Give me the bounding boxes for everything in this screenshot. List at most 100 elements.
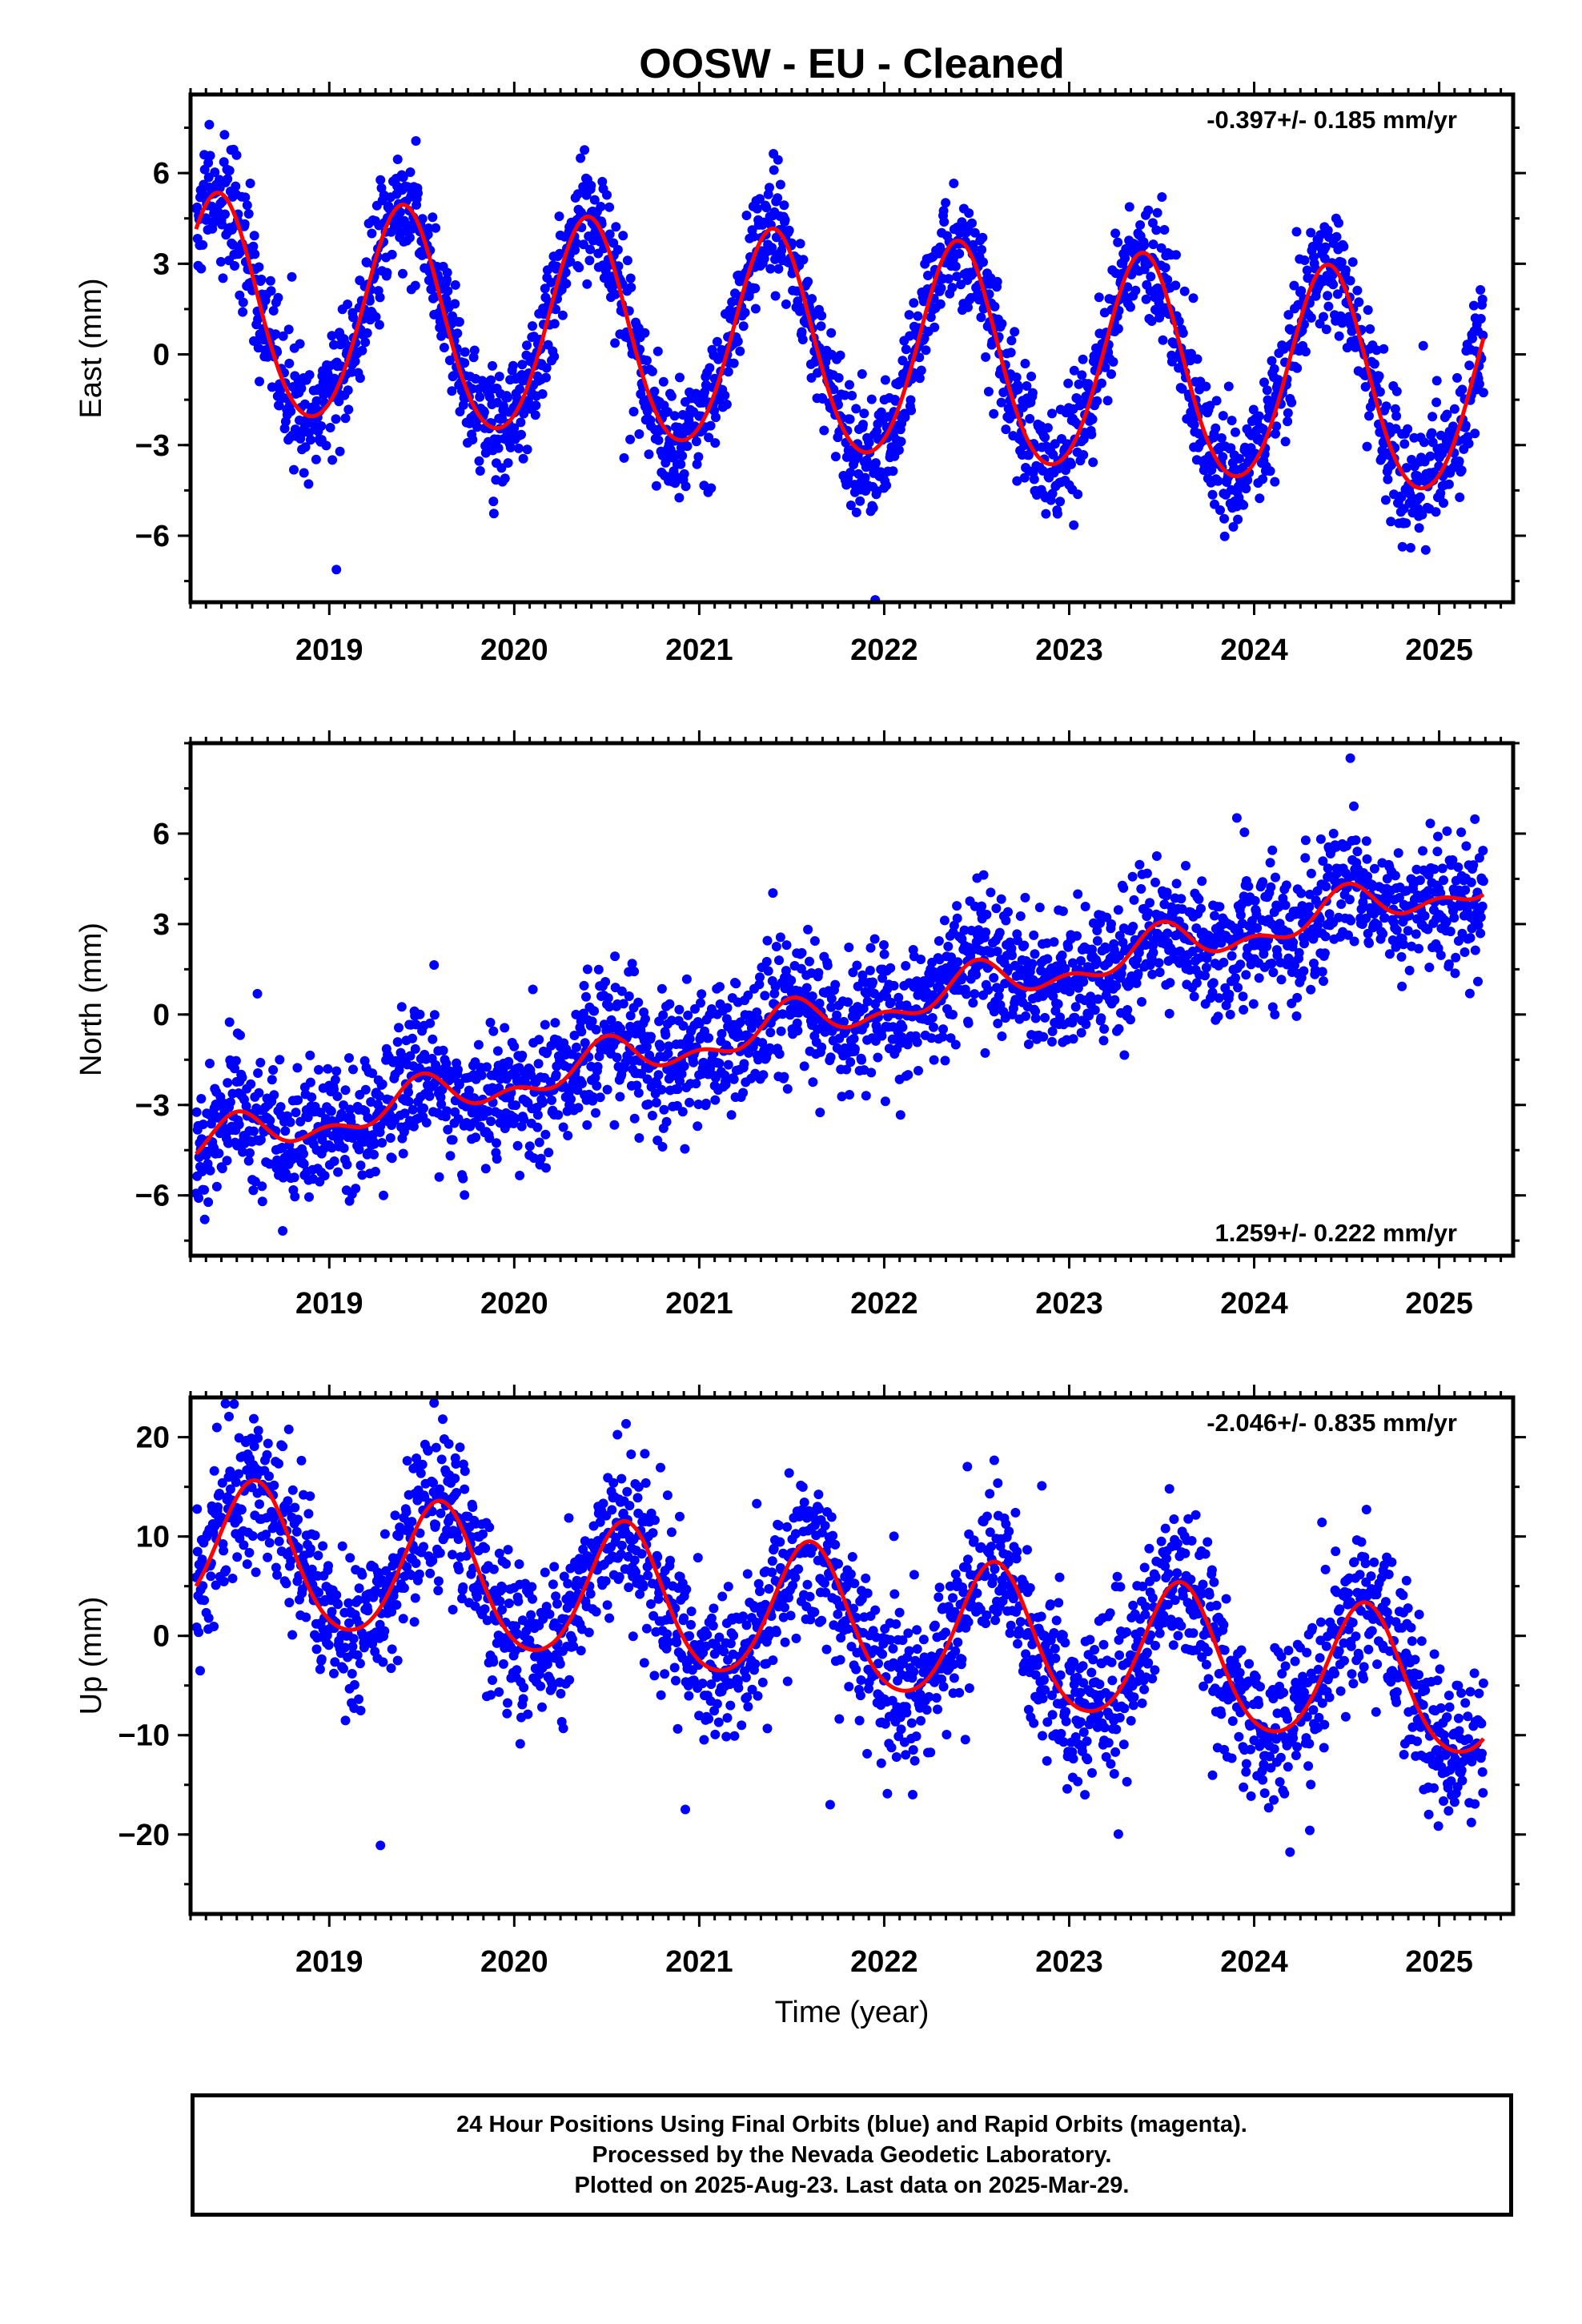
data-point bbox=[1205, 400, 1215, 411]
data-point bbox=[517, 1051, 528, 1060]
data-point bbox=[626, 282, 636, 292]
data-point bbox=[897, 1022, 908, 1032]
data-point bbox=[1047, 489, 1058, 499]
data-point bbox=[305, 1050, 315, 1060]
data-point bbox=[1352, 285, 1363, 296]
data-point bbox=[475, 466, 485, 476]
data-point bbox=[557, 310, 568, 320]
data-point bbox=[1006, 943, 1017, 954]
data-point bbox=[339, 1143, 349, 1153]
data-point bbox=[1315, 914, 1325, 924]
data-point bbox=[1066, 459, 1076, 469]
data-point bbox=[275, 1055, 285, 1065]
data-point bbox=[1259, 949, 1269, 959]
data-point bbox=[916, 955, 926, 964]
data-point bbox=[1057, 950, 1067, 960]
data-point bbox=[1092, 926, 1102, 935]
data-point bbox=[921, 345, 931, 356]
data-point bbox=[649, 386, 660, 396]
data-point bbox=[299, 1159, 309, 1169]
data-point bbox=[1227, 416, 1237, 426]
data-point bbox=[1029, 474, 1039, 485]
data-point bbox=[816, 321, 826, 332]
data-point bbox=[1321, 324, 1331, 335]
data-point bbox=[1143, 907, 1154, 918]
data-point bbox=[851, 507, 861, 517]
data-point bbox=[291, 1108, 301, 1118]
data-point bbox=[475, 392, 485, 402]
data-point bbox=[488, 509, 499, 519]
data-point bbox=[515, 1170, 525, 1180]
data-point bbox=[241, 1101, 251, 1112]
data-point bbox=[1419, 437, 1429, 448]
data-point bbox=[275, 1102, 286, 1112]
data-point bbox=[334, 396, 344, 407]
data-point bbox=[1376, 453, 1387, 464]
data-point bbox=[531, 400, 541, 411]
data-point bbox=[807, 991, 817, 1001]
data-point bbox=[805, 956, 814, 967]
data-point bbox=[1268, 967, 1279, 978]
data-point bbox=[530, 410, 540, 420]
data-point bbox=[1449, 913, 1460, 923]
data-point bbox=[893, 445, 904, 455]
data-point bbox=[479, 407, 489, 417]
data-point bbox=[1254, 411, 1264, 421]
data-point bbox=[582, 279, 592, 289]
data-point bbox=[1391, 411, 1402, 421]
data-point bbox=[627, 959, 637, 969]
data-point bbox=[1139, 240, 1150, 251]
data-point bbox=[398, 268, 408, 279]
data-point bbox=[371, 312, 381, 322]
x-tick-label: 2024 bbox=[1220, 633, 1288, 667]
data-point bbox=[615, 1092, 625, 1102]
data-point bbox=[981, 927, 991, 938]
x-tick-label: 2022 bbox=[850, 633, 918, 667]
data-point bbox=[1442, 409, 1452, 420]
data-point bbox=[413, 188, 423, 199]
data-point bbox=[1158, 335, 1168, 345]
data-point bbox=[1101, 943, 1110, 954]
data-point bbox=[1270, 476, 1280, 487]
data-point bbox=[935, 299, 946, 309]
data-point bbox=[1084, 1011, 1094, 1021]
data-point bbox=[1319, 948, 1330, 959]
data-point bbox=[681, 974, 692, 984]
data-point bbox=[1154, 958, 1164, 968]
data-point bbox=[1384, 949, 1395, 959]
data-point bbox=[1432, 846, 1443, 857]
data-point bbox=[1431, 376, 1442, 386]
data-point bbox=[879, 940, 889, 950]
data-point bbox=[1047, 1036, 1057, 1047]
data-point bbox=[1280, 436, 1291, 447]
data-point bbox=[342, 1160, 352, 1170]
data-point bbox=[199, 1184, 210, 1195]
data-point bbox=[1470, 945, 1480, 955]
x-tick-label: 2025 bbox=[1405, 633, 1473, 667]
data-point bbox=[845, 380, 854, 390]
data-point bbox=[541, 372, 551, 383]
data-point bbox=[774, 1049, 785, 1059]
x-tick-label: 2020 bbox=[480, 633, 548, 667]
data-point bbox=[540, 283, 550, 294]
data-point bbox=[1266, 882, 1276, 892]
data-point bbox=[632, 1080, 642, 1091]
data-point bbox=[1319, 312, 1328, 322]
data-point bbox=[1146, 316, 1157, 326]
data-point bbox=[604, 1002, 615, 1012]
data-point bbox=[284, 358, 295, 368]
data-point bbox=[983, 985, 994, 995]
data-point bbox=[904, 310, 914, 320]
data-point bbox=[835, 350, 845, 360]
data-point bbox=[781, 940, 792, 951]
data-point bbox=[235, 247, 245, 257]
data-point bbox=[273, 292, 283, 303]
x-tick-label: 2019 bbox=[295, 633, 363, 667]
data-point bbox=[326, 1106, 336, 1116]
data-point bbox=[537, 389, 548, 399]
data-point bbox=[429, 1010, 440, 1020]
data-point bbox=[1143, 205, 1154, 215]
data-point bbox=[795, 239, 805, 249]
data-point bbox=[1077, 370, 1087, 380]
data-point bbox=[492, 1138, 501, 1148]
